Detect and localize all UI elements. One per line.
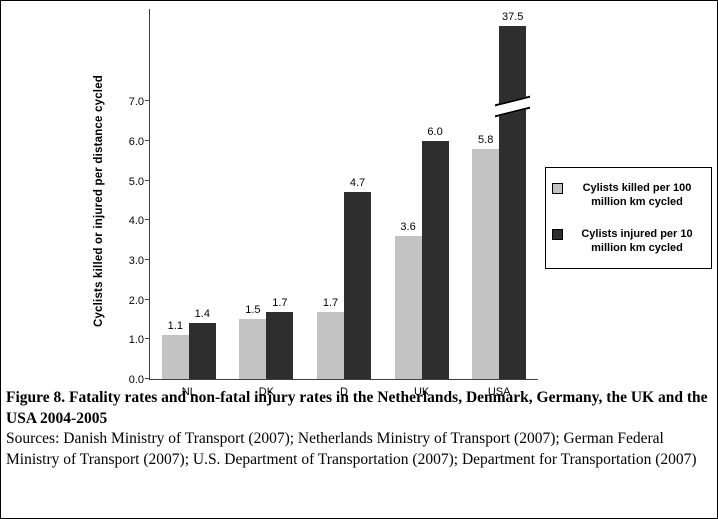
x-axis-label: D xyxy=(340,386,348,398)
bar-group: 1.5 1.7 DK xyxy=(228,297,306,398)
y-tick-mark xyxy=(145,338,150,340)
y-tick-mark xyxy=(145,298,150,300)
bar-group: 3.6 6.0 UK xyxy=(383,126,461,398)
legend-swatch-icon xyxy=(552,183,563,194)
bar-value-label: 1.4 xyxy=(194,308,210,321)
legend-entry: Cylists injured per 10 million km cycled xyxy=(552,227,705,256)
y-tick-label: 2.0 xyxy=(128,294,144,307)
caption-title: Figure 8. Fatality rates and non-fatal i… xyxy=(6,389,708,427)
bar-group: 1.7 4.7 D xyxy=(305,177,383,398)
y-tick-mark xyxy=(145,179,150,181)
y-tick-label: 4.0 xyxy=(128,215,144,228)
bar: 1.7 xyxy=(316,297,344,379)
bar-value-label: 3.6 xyxy=(400,221,416,234)
caption: Figure 8. Fatality rates and non-fatal i… xyxy=(6,388,713,470)
legend-label: Cylists injured per 10 million km cycled xyxy=(581,227,693,254)
y-tick-mark xyxy=(145,258,150,260)
y-axis-label: Cyclists killed or injured per distance … xyxy=(93,74,105,328)
y-tick-mark xyxy=(145,139,150,141)
bar-value-label: 6.0 xyxy=(427,125,443,138)
x-axis-label: DK xyxy=(258,386,275,398)
bar: 1.4 xyxy=(188,308,216,379)
bar: 5.8 xyxy=(472,134,500,379)
bar-value-label: 37.5 xyxy=(501,11,524,23)
y-tick-label: 3.0 xyxy=(128,254,144,267)
y-tick-label: 0.0 xyxy=(128,374,144,386)
x-axis-label: UK xyxy=(413,386,430,398)
legend-entry: Cylists killed per 100 million km cycled xyxy=(552,181,705,210)
legend: Cylists killed per 100 million km cycled… xyxy=(545,167,712,270)
bar: 6.0 xyxy=(421,126,449,379)
bar: 1.7 xyxy=(266,297,294,379)
bar: 1.5 xyxy=(239,304,267,379)
bar: 37.5 xyxy=(495,11,531,379)
x-axis-label: NL xyxy=(181,386,196,398)
caption-sources: Sources: Danish Ministry of Transport (2… xyxy=(6,430,697,468)
y-tick-label: 1.0 xyxy=(128,334,144,347)
bar: 3.6 xyxy=(394,221,422,379)
bar-group: 5.8 37.5 USA xyxy=(460,11,538,398)
bar-value-label: 1.7 xyxy=(272,296,288,309)
y-tick-mark xyxy=(145,378,150,379)
bar: 4.7 xyxy=(343,177,371,379)
legend-label: Cylists killed per 100 million km cycled xyxy=(582,182,692,209)
bar: 1.1 xyxy=(161,320,189,379)
y-tick-label: 6.0 xyxy=(128,135,144,148)
bar-value-label: 1.5 xyxy=(245,304,261,317)
x-axis-label: USA xyxy=(487,386,511,398)
axis-break-icon xyxy=(495,95,531,118)
bar-value-label: 5.8 xyxy=(478,133,494,146)
y-tick-label: 7.0 xyxy=(128,96,144,109)
y-tick-mark xyxy=(145,219,150,221)
bar-groups: 1.1 1.4 NL 1.5 1.7 DK 1.7 4.7 D 3.6 6.0 UK 5.8 37.5 US… xyxy=(150,9,538,398)
bar-value-label: 1.7 xyxy=(322,296,339,309)
bar-group: 1.1 1.4 NL xyxy=(150,308,228,398)
bar-value-label: 1.1 xyxy=(167,320,183,333)
y-tick-mark xyxy=(145,100,150,102)
bar-value-label: 4.7 xyxy=(349,177,366,190)
y-tick-label: 5.0 xyxy=(128,175,144,188)
legend-swatch-icon xyxy=(552,228,563,240)
plot-area: 0.0 1.0 2.0 3.0 4.0 5.0 6.0 7.0 1.1 1.4 NL 1.5 1.7 DK… xyxy=(129,9,538,398)
